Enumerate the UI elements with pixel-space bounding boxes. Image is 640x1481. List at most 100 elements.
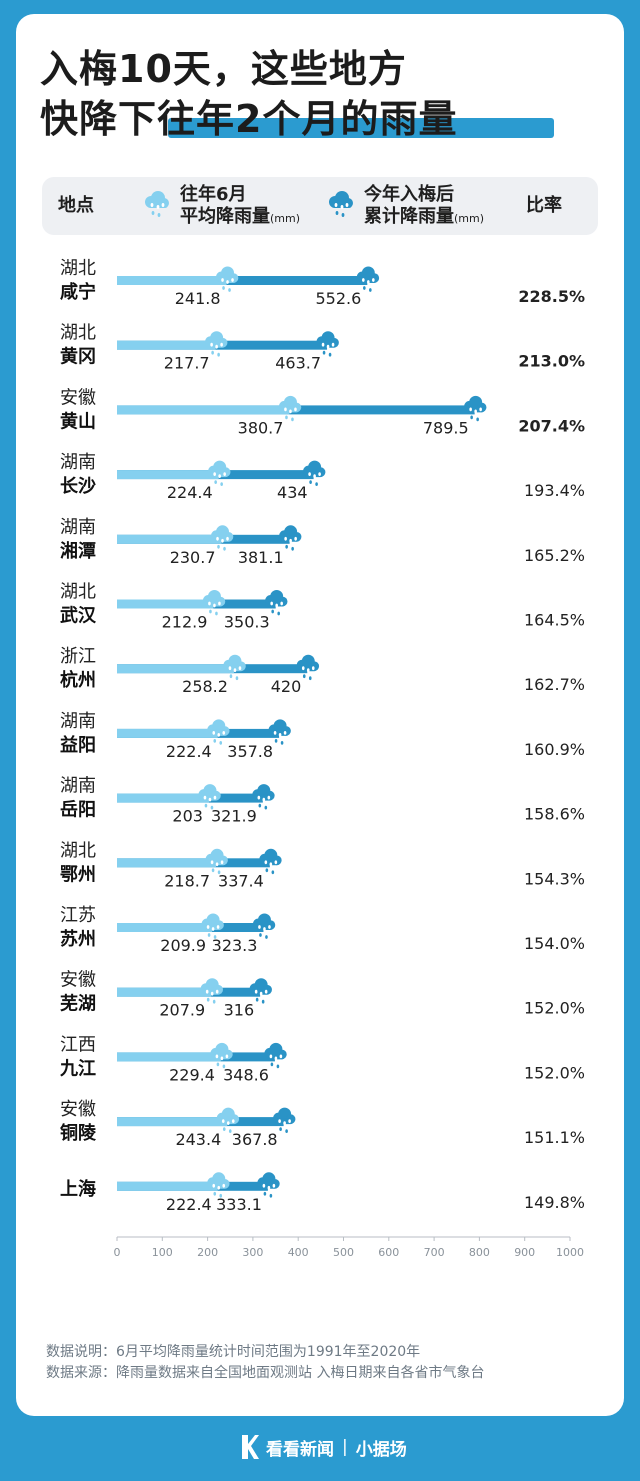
rain-cloud-dark-icon [296,654,320,681]
data-row: 上海 222.4 333.1 149.8% [60,1172,585,1214]
rain-cloud-dark-icon [257,1172,280,1198]
header-ratio: 比率 [526,195,562,216]
rain-cloud-light-icon [205,331,228,357]
rain-cloud-light-icon [201,913,224,939]
province-label: 安徽 [60,387,96,408]
average-bar [117,340,216,350]
average-bar [117,534,222,544]
ratio-label: 164.5% [524,611,585,630]
ratio-label: 152.0% [524,1063,585,1082]
rain-cloud-light-icon [208,460,231,486]
city-label: 黄冈 [60,346,96,368]
ratio-label: 160.9% [524,740,585,759]
x-tick-label: 0 [114,1246,121,1259]
average-value-label: 380.7 [238,418,284,437]
rain-cloud-light-icon [207,1172,230,1198]
average-value-label: 258.2 [182,677,228,696]
title-highlight [168,118,554,138]
cumulative-value-label: 348.6 [223,1065,269,1084]
ratio-label: 193.4% [524,481,585,500]
province-label: 湖北 [60,582,96,603]
note-source-label: 数据来源： [46,1365,116,1381]
city-label: 咸宁 [60,281,96,303]
note-source-text: 降雨量数据来自全国地面观测站 入梅日期来自各省市气象台 [116,1365,485,1381]
header-avg: 往年6月 平均降雨量(mm) [180,184,300,230]
rain-cloud-dark-icon [329,191,353,217]
rain-cloud-dark-icon [356,266,380,292]
average-bar [117,470,219,480]
province-label: 湖南 [60,776,96,797]
average-bar [117,1181,218,1191]
ratio-label: 158.6% [524,805,585,824]
city-label: 苏州 [60,928,96,950]
province-label: 湖南 [60,517,96,538]
average-value-label: 212.9 [162,613,208,632]
ratio-label: 228.5% [518,287,585,306]
ratio-label: 154.3% [524,869,585,888]
note-description-text: 6月平均降雨量统计时间范围为1991年至2020年 [116,1344,421,1360]
cumulative-value-label: 367.8 [232,1130,278,1149]
cumulative-value-label: 552.6 [316,289,362,308]
city-label: 鄂州 [60,864,96,885]
header-cum: 今年入梅后 累计降雨量(mm) [364,184,484,230]
brand-sub: 小据场 [355,1439,407,1460]
rain-cloud-dark-icon [249,978,272,1004]
rain-cloud-dark-icon [268,719,291,745]
rain-cloud-dark-icon [264,1042,287,1069]
rain-cloud-dark-icon [259,848,282,875]
average-bar [117,793,209,803]
ratio-label: 165.2% [524,546,585,565]
x-tick-label: 800 [469,1246,490,1259]
rain-cloud-light-icon [216,266,239,292]
title-line-1: 入梅10天，这些地方 [40,47,407,91]
average-value-label: 224.4 [167,483,213,502]
cumulative-value-label: 337.4 [218,871,264,890]
brand-separator: | [342,1437,348,1457]
rain-cloud-light-icon [278,395,302,422]
rain-cloud-light-icon [205,848,228,875]
average-value-label: 203 [172,807,203,826]
note-description-label: 数据说明： [46,1344,116,1360]
average-bar [117,923,213,932]
cumulative-value-label: 350.3 [224,613,270,632]
average-bar [117,987,212,997]
cumulative-value-label: 357.8 [227,742,273,761]
rain-cloud-dark-icon [273,1107,296,1133]
average-bar [117,405,290,415]
x-tick-label: 200 [197,1246,218,1259]
rain-cloud-dark-icon [279,525,302,551]
rain-cloud-light-icon [223,654,246,681]
rain-cloud-light-icon [200,978,223,1004]
cumulative-value-label: 321.9 [211,807,257,826]
x-tick-label: 700 [424,1246,445,1259]
city-label: 湘潭 [60,540,96,562]
rain-cloud-light-icon [216,1107,240,1133]
cumulative-value-label: 381.1 [238,548,284,567]
header-cum-line2: 累计降雨量 [364,206,454,227]
average-value-label: 209.9 [160,936,206,955]
ratio-label: 162.7% [524,675,585,694]
ratio-label: 152.0% [524,999,585,1018]
city-label: 铜陵 [60,1122,97,1144]
rain-cloud-dark-icon [316,331,339,357]
province-label: 湖南 [60,711,96,732]
cumulative-value-label: 434 [277,483,308,502]
rain-cloud-light-icon [198,784,221,810]
rain-cloud-light-icon [210,1042,233,1069]
city-label: 九江 [59,1058,96,1079]
average-bar [117,1052,221,1062]
city-label: 武汉 [60,606,97,627]
rain-cloud-dark-icon [252,784,275,810]
kankan-logo-icon [242,1435,259,1459]
x-tick-label: 1000 [556,1246,584,1259]
province-label: 浙江 [60,646,96,667]
cumulative-value-label: 789.5 [423,418,469,437]
